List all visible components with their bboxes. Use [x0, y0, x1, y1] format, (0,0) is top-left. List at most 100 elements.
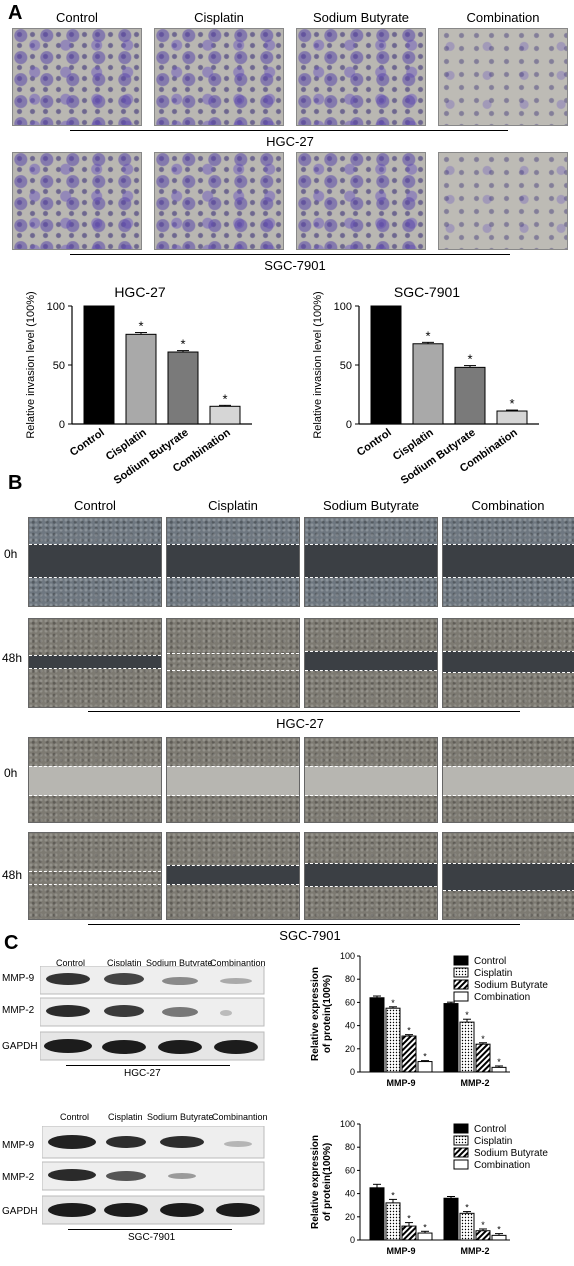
significance-mark: * [407, 1026, 411, 1036]
invasion-image-hgc-cisplatin [154, 28, 284, 126]
scratch-sgc-0h-control [28, 737, 162, 823]
legend-label: Control [474, 956, 506, 967]
b-col-header-combination: Combination [471, 498, 545, 513]
invasion-image-hgc-sodium-butyrate [296, 28, 426, 126]
y-tick-label: 0 [350, 1235, 355, 1245]
legend-label: Combination [474, 1160, 530, 1171]
b-sgc-caption: SGC-7901 [279, 928, 341, 943]
band [168, 1173, 196, 1179]
significance-mark: * [497, 1225, 501, 1235]
bar-combination-mmp-2 [491, 1066, 507, 1073]
bar-control [370, 305, 402, 425]
legend-label: Sodium Butyrate [474, 1148, 548, 1159]
significance-mark: * [425, 328, 430, 343]
bar-combination [209, 405, 241, 425]
band [104, 1203, 148, 1217]
y-axis-label-line2: of protein(100%) [322, 975, 333, 1053]
b-col-header-sodium-butyrate: Sodium Butyrate [322, 498, 420, 513]
band [104, 973, 144, 985]
bar-combination-mmp-9 [417, 1061, 433, 1073]
bar-cisplatin [125, 333, 157, 425]
scratch-hgc-0h-cisplatin [166, 517, 300, 607]
invasion-image-sgc-combination [438, 152, 568, 250]
chart-title: HGC-27 [114, 284, 166, 300]
scratch-hgc-48h-combination [442, 618, 574, 708]
blot-sgc-row-gapdh: GAPDH [2, 1206, 38, 1217]
invasion-image-sgc-sodium-butyrate [296, 152, 426, 250]
hgc-caption: HGC-27 [266, 134, 314, 149]
y-tick-label: 50 [340, 360, 352, 372]
legend-swatch [453, 979, 469, 990]
bar-control-mmp-9 [369, 1187, 385, 1241]
scratch-hgc-48h-cisplatin [166, 618, 300, 708]
band [158, 1040, 202, 1054]
legend-swatch [453, 1147, 469, 1158]
y-axis-label: Relative invasion level (100%) [312, 291, 324, 438]
panel-label-a: A [8, 2, 23, 24]
blot-sgc-header-cisplatin: Cisplatin [108, 1112, 143, 1122]
chart-protein-hgc: Relative expression of protein(100%) 0 20 40… [310, 951, 548, 1088]
y-tick-label: 50 [53, 360, 65, 372]
significance-mark: * [467, 352, 472, 367]
x-tick-label: MMP-9 [387, 1246, 416, 1256]
chart-protein-sgc: Relative expression of protein(100%) 0 20 40… [310, 1119, 548, 1256]
bar-control [83, 305, 115, 425]
chart-invasion-sgc: SGC-7901 Relative invasion level (100%) 0 5… [312, 284, 539, 487]
significance-mark: * [481, 1220, 485, 1230]
band [106, 1171, 146, 1181]
y-tick-label: 0 [59, 419, 65, 431]
band [220, 1010, 232, 1016]
col-header-control: Control [56, 10, 98, 25]
b-hgc-caption: HGC-27 [276, 716, 324, 731]
blot-sgc-divider [68, 1229, 232, 1230]
y-tick-label: 60 [345, 1165, 355, 1175]
significance-mark: * [497, 1057, 501, 1067]
scratch-sgc-48h-combination [442, 832, 574, 920]
significance-mark: * [391, 998, 395, 1008]
x-tick-label: MMP-2 [461, 1246, 490, 1256]
band [46, 973, 90, 985]
b-hgc-divider-line [88, 711, 520, 712]
y-tick-label: 0 [350, 1067, 355, 1077]
y-tick-label: 20 [345, 1212, 355, 1222]
blot-sgc-row-mmp9: MMP-9 [2, 1140, 35, 1151]
significance-mark: * [509, 396, 514, 411]
y-tick-label: 40 [345, 1021, 355, 1031]
blot-hgc-row-mmp2: MMP-2 [2, 1005, 35, 1016]
significance-mark: * [138, 319, 143, 334]
blot-sgc-header-control: Control [60, 1112, 90, 1122]
scratch-sgc-48h-sodium-butyrate [304, 832, 438, 920]
blot-hgc-row-mmp9: MMP-9 [2, 973, 35, 984]
scratch-sgc-48h-control [28, 832, 162, 920]
scratch-hgc-48h-control [28, 618, 162, 708]
y-tick-label: 80 [345, 974, 355, 984]
legend-label: Cisplatin [474, 1136, 512, 1147]
legend-swatch [453, 1135, 469, 1146]
legend-label: Sodium Butyrate [474, 980, 548, 991]
scratch-hgc-0h-control [28, 517, 162, 607]
significance-mark: * [222, 391, 227, 406]
bar-control-mmp-9 [369, 997, 385, 1073]
invasion-image-sgc-cisplatin [154, 152, 284, 250]
bar-sodium-butyrate [454, 366, 486, 425]
b-col-header-control: Control [74, 498, 116, 513]
band [44, 1039, 92, 1053]
blot-sgc-header-combination: Combinantion [212, 1112, 268, 1122]
sgc-divider-line [70, 254, 510, 255]
significance-mark: * [481, 1034, 485, 1044]
x-tick-label: MMP-2 [461, 1078, 490, 1088]
significance-mark: * [423, 1222, 427, 1232]
band [102, 1040, 146, 1054]
chart-invasion-hgc: HGC-27 Relative invasion level (100%) 0 50 1… [25, 284, 252, 487]
significance-mark: * [465, 1010, 469, 1020]
hgc-divider-line [70, 130, 508, 131]
legend-swatch [453, 955, 469, 966]
col-header-sodium-butyrate: Sodium Butyrate [312, 10, 410, 25]
blot-hgc-header-control: Control [56, 958, 86, 968]
band [48, 1169, 96, 1181]
legend-label: Cisplatin [474, 968, 512, 979]
y-tick-label: 20 [345, 1044, 355, 1054]
scratch-hgc-48h-sodium-butyrate [304, 618, 438, 708]
panel-label-c: C [4, 932, 19, 954]
band [48, 1135, 96, 1149]
